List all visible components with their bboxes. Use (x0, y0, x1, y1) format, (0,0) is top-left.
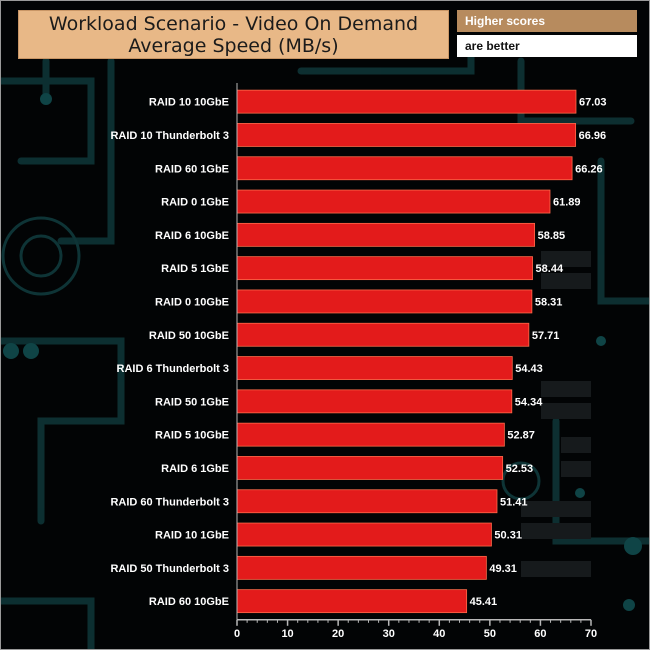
are-better-note: are better (457, 35, 637, 57)
bar-16 (236, 589, 468, 614)
value-label: 51.41 (500, 496, 528, 508)
category-label: RAID 10 1GbE (155, 530, 229, 542)
bar-8 (236, 322, 530, 347)
x-tick-label: 50 (484, 628, 496, 640)
category-label: RAID 0 10GbE (155, 296, 229, 308)
category-label: RAID 6 Thunderbolt 3 (117, 363, 229, 375)
value-label: 58.85 (538, 230, 566, 242)
bar-2 (236, 123, 577, 147)
value-label: 54.34 (515, 396, 543, 408)
category-label: RAID 10 Thunderbolt 3 (110, 130, 229, 142)
bar-15 (236, 555, 487, 580)
x-tick-label: 40 (433, 628, 445, 640)
x-tick-label: 30 (383, 628, 395, 640)
bar-6 (236, 256, 533, 281)
value-label: 66.26 (575, 163, 603, 175)
value-label: 66.96 (579, 130, 607, 142)
value-label: 58.31 (535, 296, 563, 308)
bar-4 (236, 189, 551, 214)
category-label: RAID 6 10GbE (155, 230, 229, 242)
x-tick-label: 70 (585, 628, 597, 640)
x-tick-label: 60 (534, 628, 546, 640)
bar-7 (236, 289, 533, 314)
bar-5 (236, 222, 536, 247)
x-axis: 0 10 20 30 40 50 60 70 (234, 83, 597, 640)
category-label: RAID 0 1GbE (161, 197, 229, 209)
x-tick-label: 20 (332, 628, 344, 640)
value-label: 54.43 (515, 363, 543, 375)
higher-scores-note: Higher scores (457, 10, 637, 32)
bar-1 (236, 89, 577, 114)
bar-10 (236, 389, 513, 414)
category-label: RAID 50 Thunderbolt 3 (110, 563, 229, 575)
category-label: RAID 6 1GbE (161, 463, 229, 475)
value-label: 49.31 (489, 563, 517, 575)
bar-12 (236, 456, 504, 480)
category-label: RAID 50 10GbE (149, 330, 229, 342)
category-label: RAID 60 1GbE (155, 163, 229, 175)
bar-9 (236, 356, 513, 380)
value-label: 52.53 (506, 463, 534, 475)
category-label: RAID 10 10GbE (149, 97, 229, 109)
category-label: RAID 5 10GbE (155, 430, 229, 442)
chart-title-line1: Workload Scenario - Video On Demand (48, 13, 419, 35)
category-label: RAID 60 10GbE (149, 596, 229, 608)
value-label: 57.71 (532, 330, 560, 342)
bar-14 (236, 522, 492, 547)
bar-group: RAID 10 10GbE 67.03 RAID 10 Thunderbolt 3 6… (110, 89, 607, 614)
bar-13 (236, 489, 498, 514)
x-tick-label: 10 (281, 628, 293, 640)
value-label: 45.41 (470, 596, 498, 608)
chart-title-box: Workload Scenario - Video On Demand Aver… (18, 10, 449, 59)
value-label: 61.89 (553, 197, 581, 209)
value-label: 58.44 (536, 263, 564, 275)
value-label: 50.31 (494, 530, 522, 542)
category-label: RAID 5 1GbE (161, 263, 229, 275)
value-label: 52.87 (507, 430, 535, 442)
category-label: RAID 60 Thunderbolt 3 (110, 496, 229, 508)
bar-3 (236, 156, 573, 181)
value-label: 67.03 (579, 97, 607, 109)
chart-title-line2: Average Speed (MB/s) (128, 35, 339, 57)
category-label: RAID 50 1GbE (155, 396, 229, 408)
bar-11 (236, 422, 505, 447)
x-tick-label: 0 (234, 628, 240, 640)
